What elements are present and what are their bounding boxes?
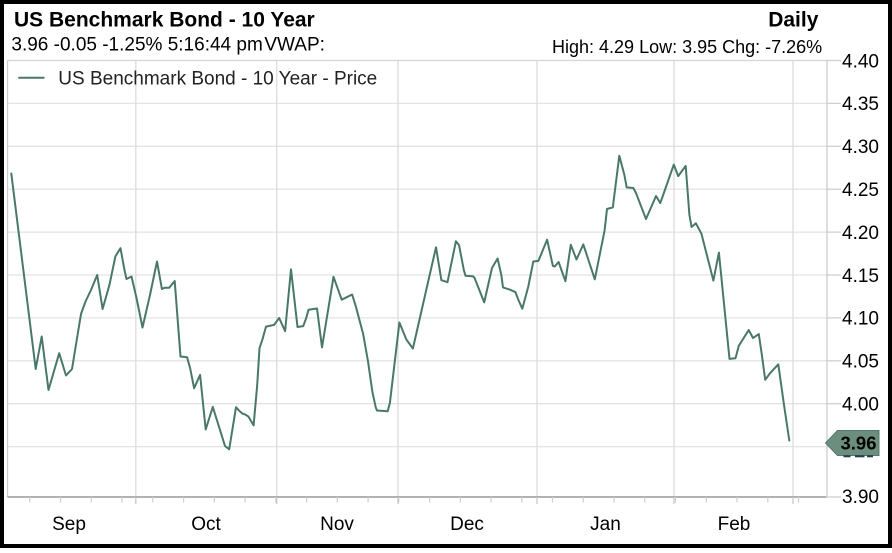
svg-text:4.00: 4.00	[842, 395, 879, 416]
svg-text:Oct: Oct	[191, 514, 221, 535]
svg-text:US Benchmark Bond - 10 Year: US Benchmark Bond - 10 Year	[14, 8, 315, 31]
svg-text:3.96: 3.96	[841, 433, 877, 454]
svg-text:3.90: 3.90	[842, 487, 879, 508]
svg-text:4.25: 4.25	[842, 180, 879, 201]
svg-text:Sep: Sep	[52, 514, 86, 535]
svg-text:Jan: Jan	[590, 514, 621, 535]
svg-text:4.10: 4.10	[842, 309, 879, 330]
svg-text:4.15: 4.15	[842, 266, 879, 287]
svg-text:High: 4.29 Low: 3.95 Chg: -7.2: High: 4.29 Low: 3.95 Chg: -7.26%	[552, 37, 822, 57]
svg-text:Feb: Feb	[718, 514, 751, 535]
svg-text:3.96 -0.05 -1.25% 5:16:44 pm V: 3.96 -0.05 -1.25% 5:16:44 pm VWAP:	[11, 34, 325, 55]
svg-text:4.05: 4.05	[842, 352, 879, 373]
svg-text:4.20: 4.20	[842, 223, 879, 244]
svg-text:Daily: Daily	[768, 8, 819, 31]
svg-text:Dec: Dec	[450, 514, 484, 535]
svg-text:4.40: 4.40	[842, 51, 879, 72]
svg-text:US Benchmark Bond - 10 Year -: US Benchmark Bond - 10 Year - Price	[58, 68, 377, 89]
svg-text:4.30: 4.30	[842, 137, 879, 158]
svg-text:4.35: 4.35	[842, 94, 879, 115]
svg-text:Nov: Nov	[320, 514, 354, 535]
